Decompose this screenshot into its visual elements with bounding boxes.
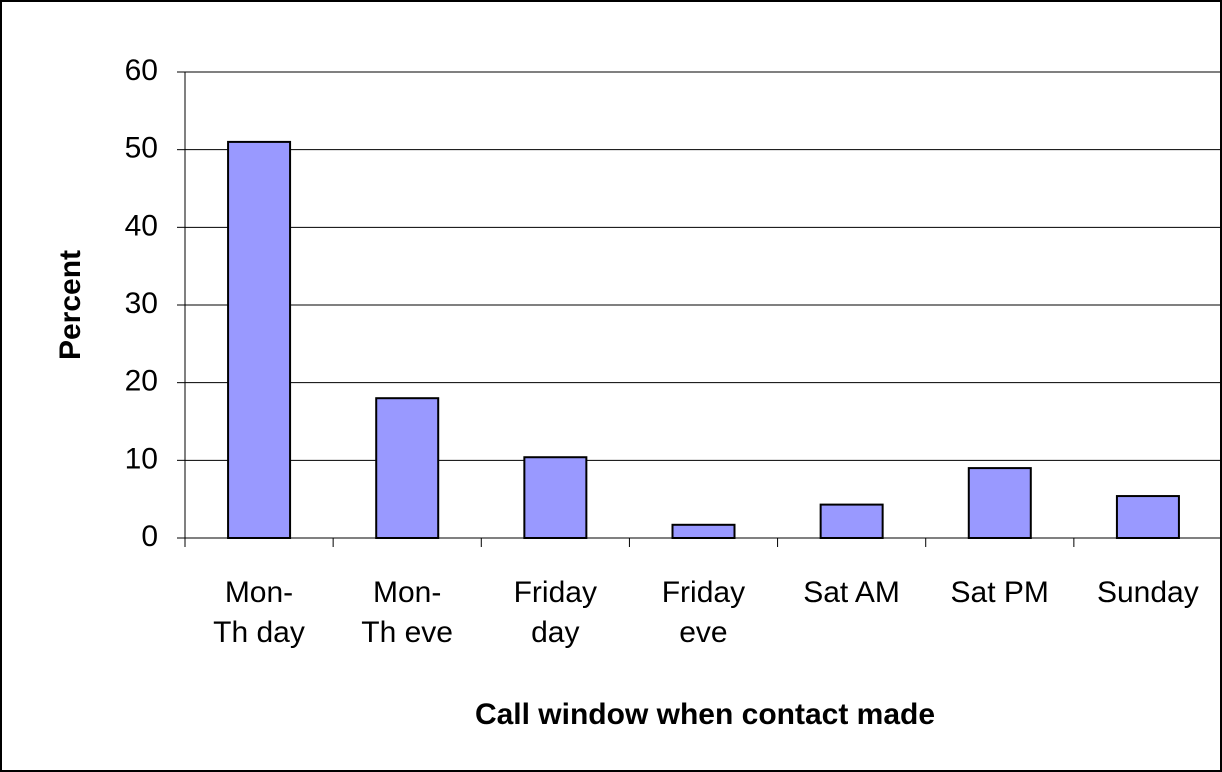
x-tick-label: Mon- Th day <box>213 576 305 649</box>
bar <box>819 503 884 539</box>
x-tick-label: Friday eve <box>661 576 746 649</box>
bar <box>227 140 292 539</box>
bar <box>1115 495 1180 539</box>
x-tick-label: Mon- Th eve <box>361 576 453 649</box>
y-tick-label: 60 <box>125 54 158 87</box>
x-tick-label: Sat AM <box>803 576 900 609</box>
y-tick-label: 50 <box>125 132 158 165</box>
y-tick-label: 10 <box>125 442 158 475</box>
x-tick-label: Friday day <box>513 576 597 649</box>
x-tick-label: Sunday <box>1096 576 1199 609</box>
bar <box>967 467 1032 540</box>
y-tick-label: 0 <box>141 520 158 553</box>
y-tick-label: 30 <box>125 287 158 320</box>
x-axis-title: Call window when contact made <box>475 698 935 731</box>
bar <box>523 456 588 539</box>
bar <box>375 397 440 540</box>
x-tick-label: Sat PM <box>950 576 1049 609</box>
y-tick-label: 40 <box>125 209 158 242</box>
y-tick-label: 20 <box>125 365 158 398</box>
bar <box>671 523 736 540</box>
y-axis-title: Percent <box>54 250 87 360</box>
